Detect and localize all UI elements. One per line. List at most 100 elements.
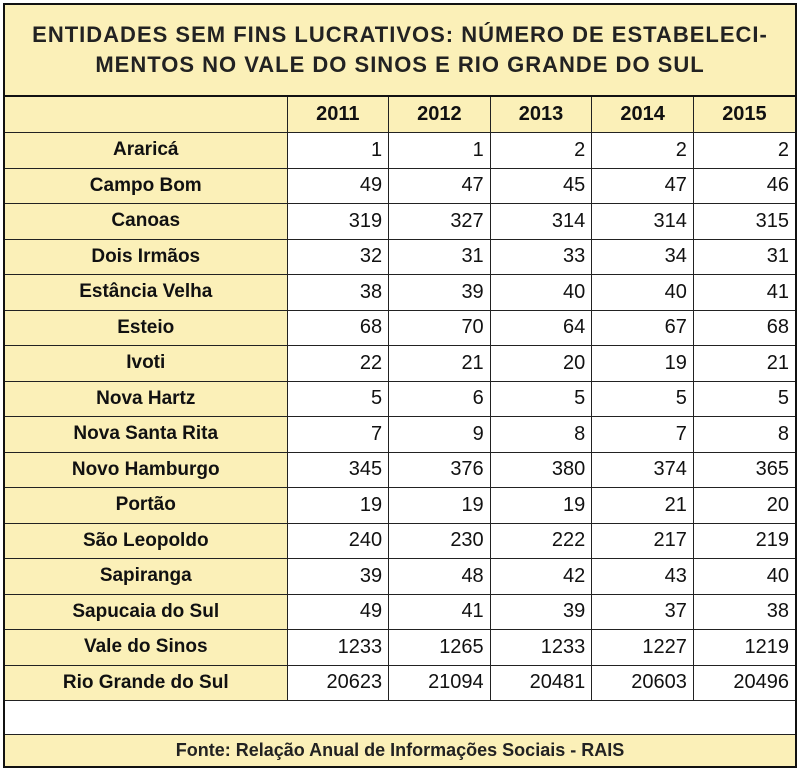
year-header: 2015 [692,97,795,133]
value-cell: 64 [489,309,593,346]
value-cell: 2 [692,132,795,169]
value-cell: 67 [591,309,694,346]
year-header: 2014 [591,97,694,133]
value-cell: 31 [692,238,795,275]
value-cell: 19 [489,487,593,524]
value-cell: 39 [489,593,593,630]
value-cell: 365 [692,451,795,488]
value-cell: 20496 [692,664,795,701]
value-cell: 33 [489,238,593,275]
value-cell: 39 [286,558,390,595]
table-row: Portão 19 19 19 21 20 [5,487,795,524]
row-label: Ivoti [5,345,288,382]
value-cell: 376 [388,451,491,488]
value-cell: 49 [286,593,390,630]
table-frame: ENTIDADES SEM FINS LUCRATIVOS: NÚMERO DE… [3,3,797,768]
value-cell: 222 [489,522,593,559]
value-cell: 40 [489,274,593,311]
table-row: Sapiranga 39 48 42 43 40 [5,558,795,595]
value-cell: 8 [489,416,593,453]
value-cell: 319 [286,203,390,240]
title-line-2: MENTOS NO VALE DO SINOS E RIO GRANDE DO … [95,52,705,77]
value-cell: 5 [692,380,795,417]
value-cell: 2 [489,132,593,169]
value-cell: 217 [591,522,694,559]
value-cell: 48 [388,558,491,595]
table-title: ENTIDADES SEM FINS LUCRATIVOS: NÚMERO DE… [5,5,795,97]
value-cell: 31 [388,238,491,275]
row-label: Nova Santa Rita [5,416,288,453]
value-cell: 37 [591,593,694,630]
value-cell: 230 [388,522,491,559]
value-cell: 20623 [286,664,390,701]
table-row: Araricá 1 1 2 2 2 [5,132,795,169]
value-cell: 6 [388,380,491,417]
table-row: Campo Bom 49 47 45 47 46 [5,167,795,204]
table-row: Nova Hartz 5 6 5 5 5 [5,380,795,417]
value-cell: 327 [388,203,491,240]
row-label: Rio Grande do Sul [5,664,288,701]
value-cell: 1233 [286,629,390,666]
value-cell: 45 [489,167,593,204]
row-label: Vale do Sinos [5,629,288,666]
year-header: 2013 [489,97,593,133]
table-row: Dois Irmãos 32 31 33 34 31 [5,238,795,275]
value-cell: 5 [286,380,390,417]
value-cell: 1265 [388,629,491,666]
value-cell: 41 [692,274,795,311]
value-cell: 21 [692,345,795,382]
row-label: Novo Hamburgo [5,451,288,488]
value-cell: 314 [591,203,694,240]
year-header: 2011 [286,97,390,133]
row-label: Nova Hartz [5,380,288,417]
table-row: Sapucaia do Sul 49 41 39 37 38 [5,593,795,630]
row-label: Dois Irmãos [5,238,288,275]
value-cell: 41 [388,593,491,630]
value-cell: 2 [591,132,694,169]
value-cell: 21094 [388,664,491,701]
value-cell: 38 [286,274,390,311]
table-row: Esteio 68 70 64 67 68 [5,309,795,346]
value-cell: 374 [591,451,694,488]
corner-cell [5,97,288,133]
table-row: Estância Velha 38 39 40 40 41 [5,274,795,311]
row-label: Araricá [5,132,288,169]
year-header: 2012 [388,97,491,133]
value-cell: 70 [388,309,491,346]
value-cell: 1219 [692,629,795,666]
value-cell: 22 [286,345,390,382]
value-cell: 1227 [591,629,694,666]
value-cell: 314 [489,203,593,240]
row-label: Esteio [5,309,288,346]
row-label: Sapiranga [5,558,288,595]
row-label: Estância Velha [5,274,288,311]
row-label: Portão [5,487,288,524]
value-cell: 19 [591,345,694,382]
table-row: Nova Santa Rita 7 9 8 7 8 [5,416,795,453]
value-cell: 20 [692,487,795,524]
value-cell: 34 [591,238,694,275]
value-cell: 1 [286,132,390,169]
value-cell: 7 [591,416,694,453]
value-cell: 49 [286,167,390,204]
value-cell: 5 [591,380,694,417]
value-cell: 38 [692,593,795,630]
value-cell: 46 [692,167,795,204]
value-cell: 5 [489,380,593,417]
data-table: 2011 2012 2013 2014 2015 Araricá 1 1 2 2 2 Cam… [5,97,795,701]
value-cell: 21 [591,487,694,524]
value-cell: 20603 [591,664,694,701]
value-cell: 19 [388,487,491,524]
value-cell: 39 [388,274,491,311]
value-cell: 40 [692,558,795,595]
value-cell: 47 [388,167,491,204]
value-cell: 68 [692,309,795,346]
row-label: Campo Bom [5,167,288,204]
value-cell: 47 [591,167,694,204]
table-row: Vale do Sinos 1233 1265 1233 1227 1219 [5,629,795,666]
title-line-1: ENTIDADES SEM FINS LUCRATIVOS: NÚMERO DE… [32,22,768,47]
value-cell: 68 [286,309,390,346]
value-cell: 315 [692,203,795,240]
value-cell: 43 [591,558,694,595]
row-label: Sapucaia do Sul [5,593,288,630]
